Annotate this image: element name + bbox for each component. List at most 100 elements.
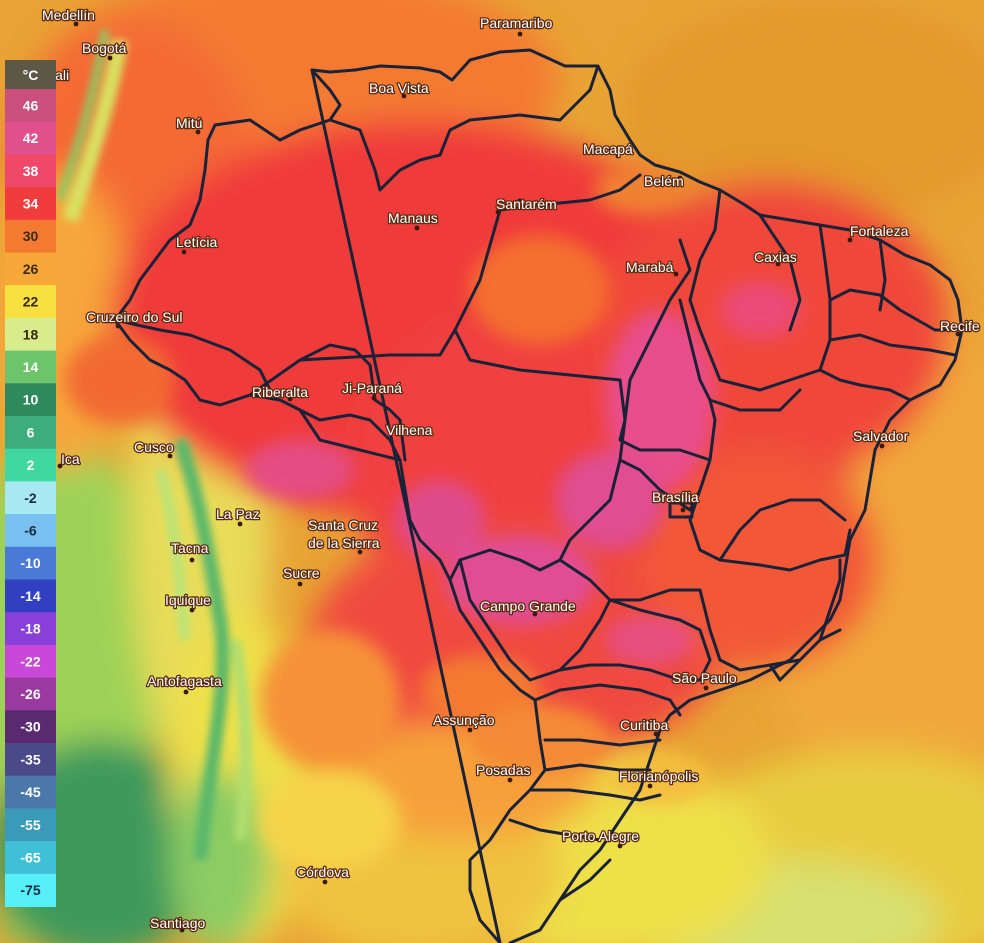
city-marker-icon [179, 927, 185, 933]
city-label: La Paz [216, 506, 260, 522]
city-marker-icon [617, 843, 623, 849]
city-label: Tacna [171, 540, 209, 556]
legend-swatch [5, 383, 56, 417]
city-marker-icon [532, 611, 538, 617]
city-brasilia: Brasília [651, 488, 700, 513]
city-assuncao: Assunção [432, 711, 496, 733]
brazil-outline [113, 48, 964, 943]
city-marker-icon [507, 777, 513, 783]
city-salvador: Salvador [852, 427, 910, 449]
city-marker-icon [680, 507, 686, 513]
legend-swatch [5, 710, 56, 744]
city-cordova: Córdova [295, 863, 350, 885]
city-mitu: Mitú [175, 114, 204, 135]
city-marker-icon [615, 153, 621, 159]
legend-label: 46 [23, 97, 39, 113]
city-santiago: Santiago [149, 914, 207, 933]
city-marker-icon [401, 425, 407, 431]
city-marker-icon [237, 521, 243, 527]
legend-label: 14 [23, 359, 39, 375]
legend-unit-label: °C [23, 67, 39, 83]
legend-swatch [5, 448, 56, 482]
city-marker-icon [73, 21, 79, 27]
legend-swatch [5, 219, 56, 253]
legend-swatch [5, 775, 56, 809]
city-label: Curitiba [620, 717, 668, 733]
city-label: Belém [644, 173, 684, 189]
city-label: Manaus [388, 210, 438, 226]
legend-label: 38 [23, 163, 39, 179]
city-leticia: Letícia [175, 233, 219, 255]
legend-label: -30 [20, 719, 40, 735]
city-ica: Ica [57, 450, 81, 469]
city-marker-icon [181, 249, 187, 255]
city-marker-icon [297, 581, 303, 587]
legend-label: -75 [20, 882, 40, 898]
legend-swatch [5, 514, 56, 548]
legend-label: 42 [23, 130, 39, 146]
legend-swatch [5, 154, 56, 188]
legend-swatch [5, 644, 56, 679]
city-label: Salvador [853, 428, 909, 444]
legend-label: -55 [20, 817, 40, 833]
legend-swatch [5, 873, 56, 907]
city-riberalta: Riberalta [251, 383, 310, 402]
city-bogota: Bogotá [81, 39, 128, 61]
city-label: Porto Alegre [562, 828, 639, 844]
legend-swatch [5, 481, 56, 515]
city-label: Riberalta [252, 384, 308, 400]
city-marker-icon [57, 463, 63, 469]
state-borders [113, 48, 964, 943]
city-santarem: Santarém [495, 195, 558, 215]
city-curitiba: Curitiba [619, 716, 670, 737]
city-marker-icon [775, 261, 781, 267]
legend-label: -10 [20, 555, 40, 571]
city-antofagasta: Antofagasta [146, 672, 223, 695]
city-label: Bogotá [82, 40, 127, 56]
city-posadas: Posadas [475, 761, 532, 783]
city-cruzeiro-do-sul: Cruzeiro do Sul [85, 308, 184, 329]
city-label: de la Sierra [308, 535, 380, 551]
city-marker-icon [107, 55, 113, 61]
city-marker-icon [703, 685, 709, 691]
city-marker-icon [287, 396, 293, 402]
city-marker-icon [673, 271, 679, 277]
city-marker-icon [357, 549, 363, 555]
legend-label: -14 [20, 588, 40, 604]
city-label: Paramaribo [480, 15, 553, 31]
legend-swatch [5, 841, 56, 875]
legend-label: -6 [24, 522, 37, 538]
legend-label: -35 [20, 751, 40, 767]
city-maraba: Marabá [625, 258, 679, 277]
legend-label: 30 [23, 228, 39, 244]
city-label: Florianópolis [619, 768, 698, 784]
city-marker-icon [183, 689, 189, 695]
legend-swatch [5, 350, 56, 384]
city-tacna: Tacna [170, 539, 210, 563]
legend-unit-box [5, 60, 56, 89]
federal-district-border [668, 501, 694, 519]
legend-label: 18 [23, 326, 39, 342]
legend-label: 22 [23, 294, 39, 310]
city-label: Cusco [134, 439, 174, 455]
city-cusco: Cusco [133, 438, 175, 459]
city-marker-icon [677, 175, 683, 181]
city-marker-icon [495, 209, 501, 215]
city-label: Sucre [283, 565, 320, 581]
city-marker-icon [517, 31, 523, 37]
city-label: Letícia [176, 234, 217, 250]
city-manaus: Manaus [387, 209, 439, 231]
legend-label: -22 [20, 653, 40, 669]
legend-swatch [5, 317, 56, 352]
legend-label: 26 [23, 261, 39, 277]
city-marker-icon [167, 453, 173, 459]
city-label: Ji-Paraná [342, 380, 402, 396]
city-label: Cruzeiro do Sul [86, 309, 183, 325]
city-label: Córdova [296, 864, 349, 880]
legend-label: 10 [23, 392, 39, 408]
legend-label: -18 [20, 621, 40, 637]
city-campo-grande: Campo Grande [479, 597, 577, 617]
city-label: Medellín [42, 7, 95, 23]
city-belem: Belém [643, 172, 685, 191]
